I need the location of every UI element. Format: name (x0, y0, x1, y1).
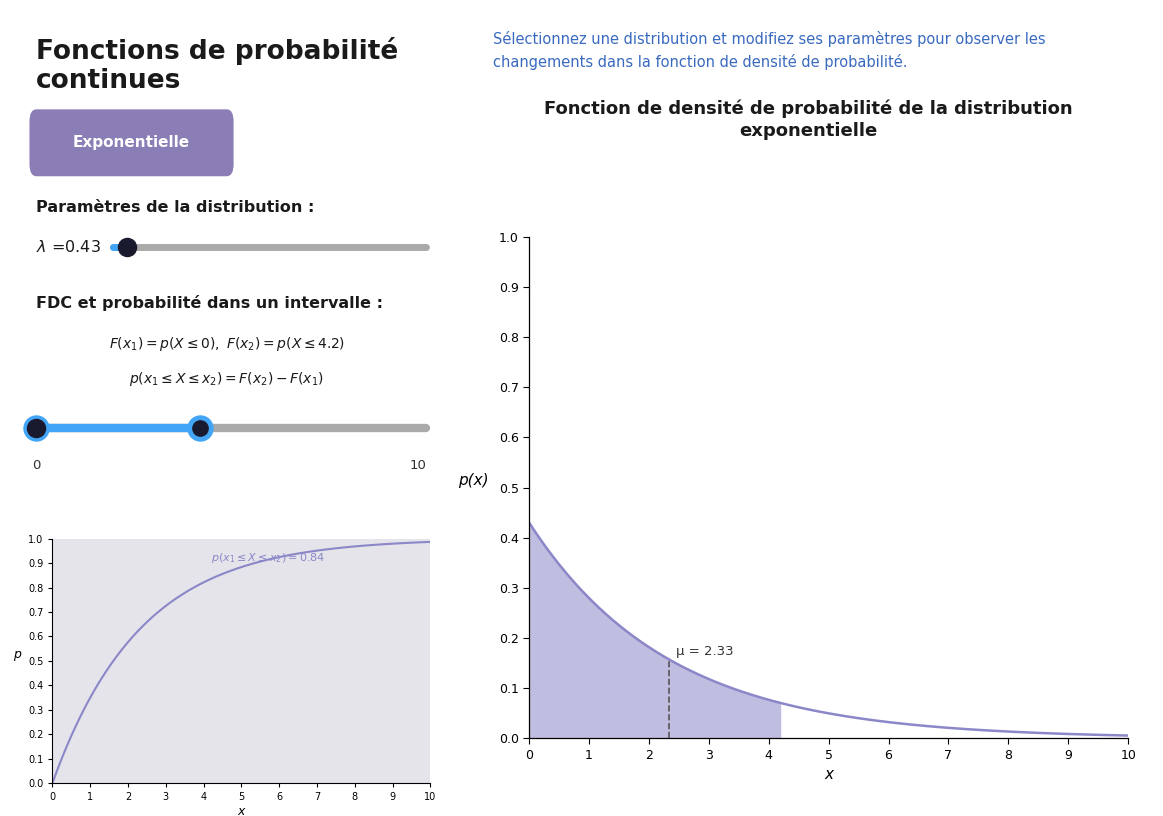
Text: 10: 10 (409, 459, 427, 472)
X-axis label: x: x (237, 805, 245, 816)
Text: Sélectionnez une distribution et modifiez ses paramètres pour observer les
chang: Sélectionnez une distribution et modifie… (493, 31, 1046, 70)
Text: Paramètres de la distribution :: Paramètres de la distribution : (36, 200, 315, 215)
Text: Fonction de densité de probabilité de la distribution
exponentielle: Fonction de densité de probabilité de la… (544, 100, 1072, 140)
Text: 0: 0 (33, 459, 41, 472)
Text: FDC et probabilité dans un intervalle :: FDC et probabilité dans un intervalle : (36, 295, 384, 312)
X-axis label: x: x (825, 768, 833, 783)
FancyBboxPatch shape (29, 109, 234, 176)
Y-axis label: p(x): p(x) (458, 472, 490, 488)
Y-axis label: p: p (13, 648, 21, 661)
Text: Exponentielle: Exponentielle (73, 135, 190, 150)
Text: $p(x_1 \leq X \leq x_2) = 0.84$: $p(x_1 \leq X \leq x_2) = 0.84$ (212, 551, 324, 565)
Text: $p(x_1 \leq X \leq x_2) = F(x_2) - F(x_1)$: $p(x_1 \leq X \leq x_2) = F(x_2) - F(x_1… (129, 370, 324, 388)
Text: μ = 2.33: μ = 2.33 (676, 645, 734, 659)
Text: Fonctions de probabilité
continues: Fonctions de probabilité continues (36, 37, 399, 94)
Text: $F(x_1) = p(X \leq 0),\ F(x_2) = p(X \leq 4.2)$: $F(x_1) = p(X \leq 0),\ F(x_2) = p(X \le… (108, 335, 345, 353)
Text: $\lambda$ =0.43: $\lambda$ =0.43 (36, 239, 101, 255)
